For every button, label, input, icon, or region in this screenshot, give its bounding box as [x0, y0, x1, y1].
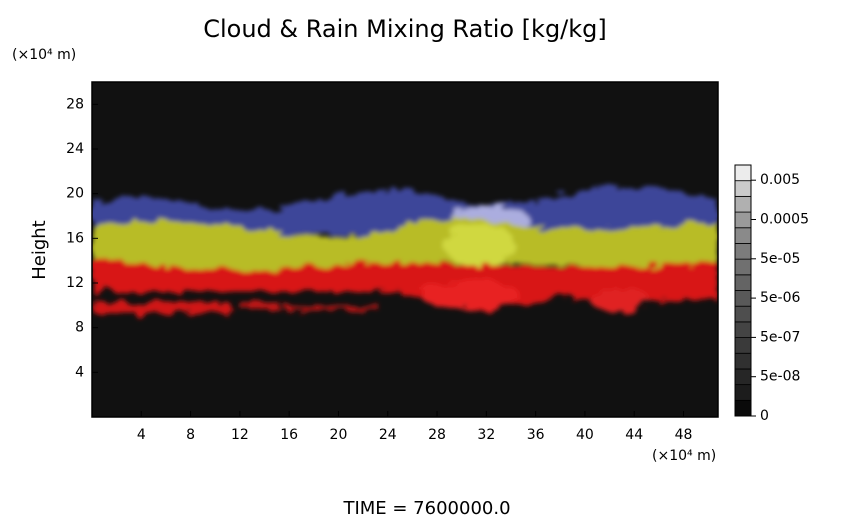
y-tick-label: 24: [66, 141, 84, 157]
colorbar-tick-label: 5e-05: [760, 251, 800, 267]
x-tick-label: 40: [576, 427, 594, 443]
x-tick-label: 36: [527, 427, 545, 443]
y-tick-label: 8: [75, 320, 84, 336]
rain-band: [92, 258, 718, 310]
rain-core: [590, 288, 650, 312]
colorbar-segment: [734, 180, 752, 197]
colorbar-tick-label: 0: [760, 408, 769, 424]
colorbar-segment: [734, 227, 752, 244]
rain-layer: [240, 302, 280, 309]
y-unit: (×10⁴ m): [12, 47, 76, 63]
plot-frame: [91, 81, 719, 418]
colorbar-segment: [734, 321, 752, 338]
rain-layer: [92, 302, 232, 314]
colorbar-segment: [734, 337, 752, 354]
colorbar-frame: [734, 164, 752, 417]
chart-title: Cloud & Rain Mixing Ratio [kg/kg]: [203, 15, 607, 43]
y-tick-label: 4: [75, 364, 84, 380]
y-tick-label: 28: [66, 96, 84, 112]
x-tick-label: 32: [477, 427, 495, 443]
colorbar-segment: [734, 384, 752, 401]
y-axis-label: Height: [29, 220, 50, 280]
rain-core: [420, 281, 520, 309]
colorbar-segment: [734, 274, 752, 291]
colorbar-tick-label: 5e-06: [760, 290, 800, 306]
colorbar-tick-label: 0.0005: [760, 212, 809, 228]
x-tick-label: 48: [675, 427, 693, 443]
colorbar-segment: [734, 305, 752, 323]
colorbar-tick-label: 5e-07: [760, 329, 800, 345]
x-tick-label: 28: [428, 427, 446, 443]
cloud-ice-band: [92, 186, 718, 240]
x-tick-label: 20: [330, 427, 348, 443]
y-tick-label: 12: [66, 275, 84, 291]
y-tick-label: 16: [66, 230, 84, 246]
x-tick-label: 24: [379, 427, 397, 443]
colorbar-segment: [734, 243, 752, 260]
x-unit: (×10⁴ m): [652, 448, 716, 464]
colorbar-segment: [734, 164, 752, 182]
rain-layer: [285, 305, 380, 311]
colorbar-tick-label: 5e-08: [760, 369, 800, 385]
x-tick-label: 8: [186, 427, 195, 443]
colorbar-segment: [734, 399, 752, 417]
time-label: TIME = 7600000.0: [342, 498, 510, 519]
y-tick-label: 20: [66, 186, 84, 202]
colorbar-segment: [734, 352, 752, 370]
colorbar-segment: [734, 368, 752, 386]
colorbar-segment: [734, 290, 752, 307]
x-tick-label: 4: [137, 427, 146, 443]
x-tick-label: 12: [231, 427, 249, 443]
colorbar-segment: [734, 211, 752, 229]
x-tick-label: 44: [625, 427, 643, 443]
cloud-water-core: [445, 223, 515, 267]
cloud-water-band: [92, 217, 718, 275]
colorbar-segment: [734, 195, 752, 213]
x-tick-label: 16: [280, 427, 298, 443]
colorbar-segment: [734, 258, 752, 276]
rendered-field: [92, 186, 718, 314]
colorbar-tick-label: 0.005: [760, 172, 800, 188]
